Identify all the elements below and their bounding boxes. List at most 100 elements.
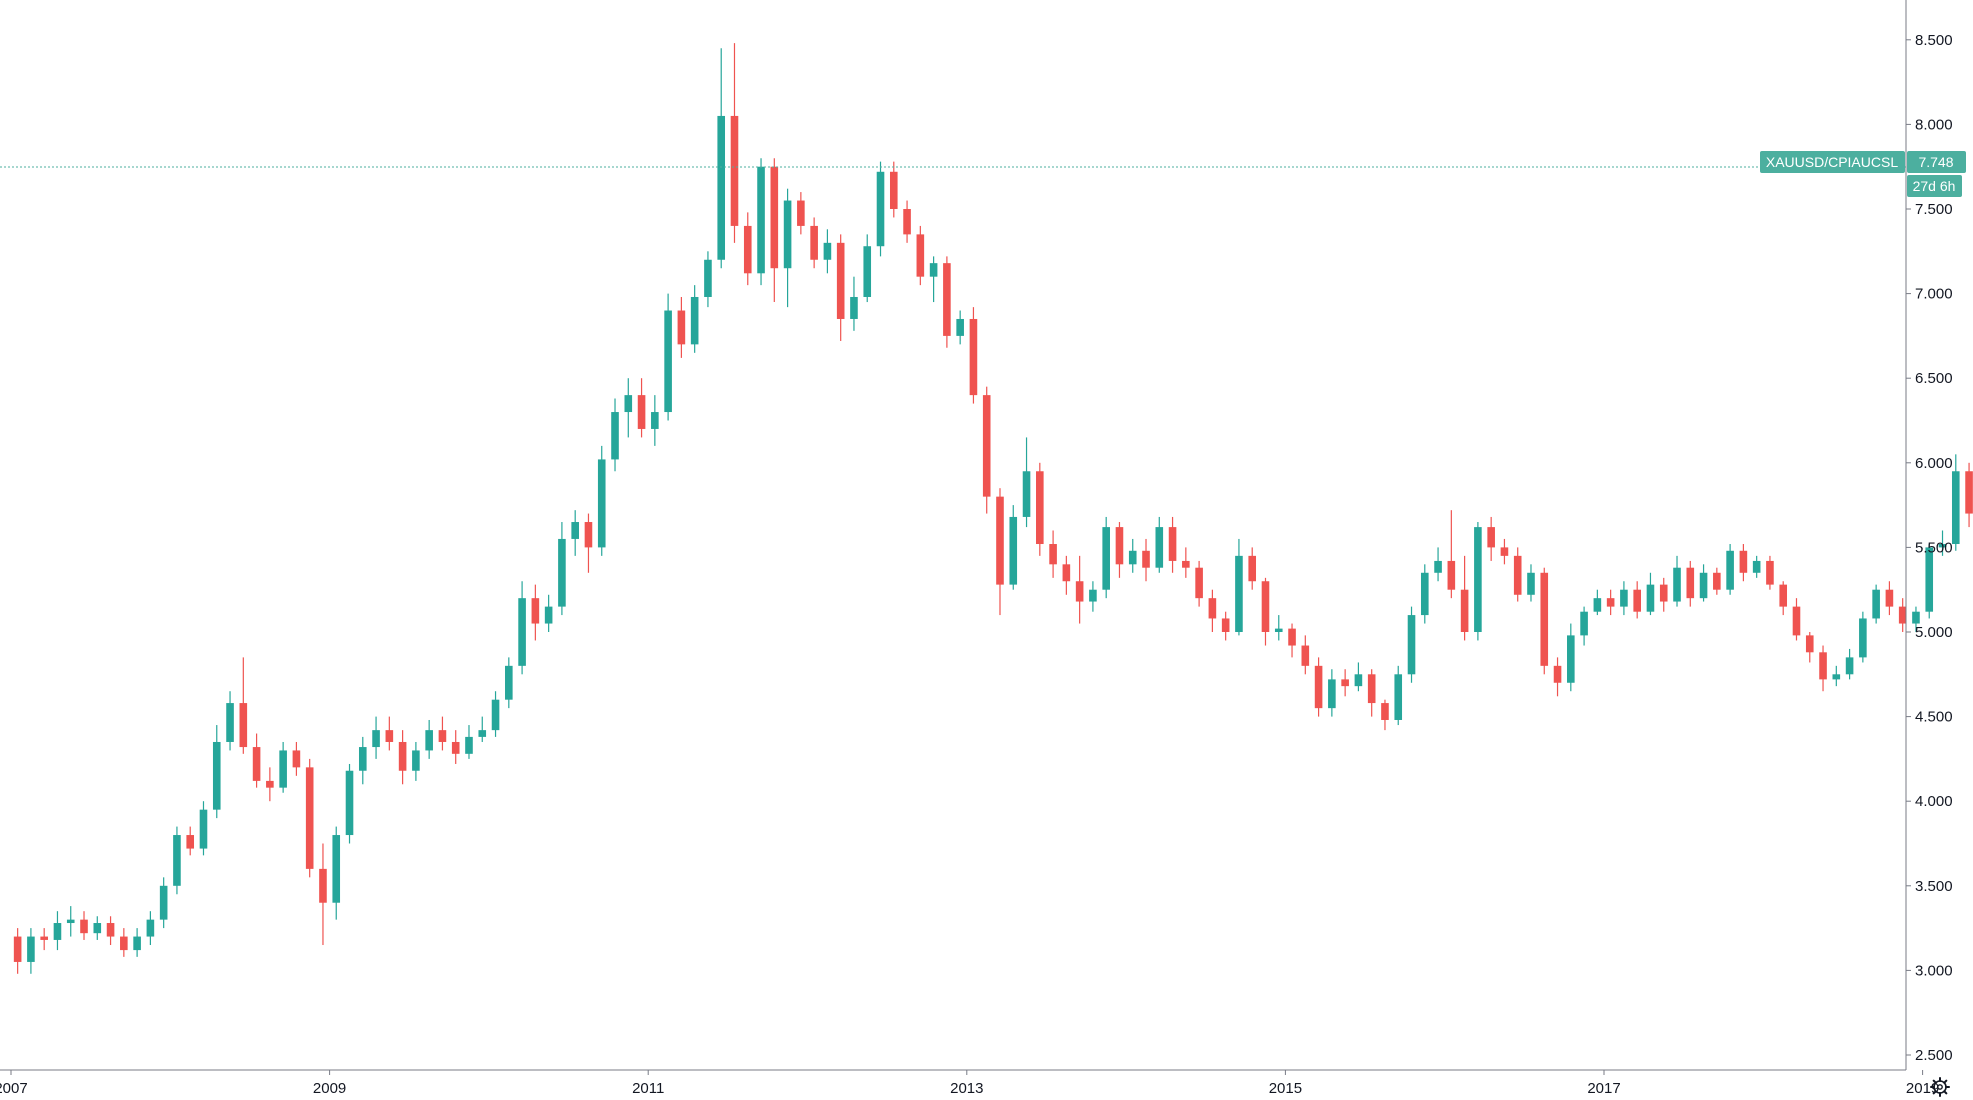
- candle[interactable]: [1832, 665, 1841, 687]
- candle[interactable]: [1845, 648, 1854, 680]
- candle[interactable]: [1288, 623, 1296, 658]
- candle[interactable]: [1540, 567, 1549, 675]
- candle[interactable]: [465, 725, 473, 759]
- candle[interactable]: [1859, 611, 1867, 663]
- candle[interactable]: [305, 758, 314, 878]
- candle[interactable]: [1049, 530, 1057, 578]
- candle[interactable]: [1726, 544, 1734, 595]
- candle[interactable]: [80, 911, 88, 940]
- candle[interactable]: [1699, 564, 1708, 602]
- candle[interactable]: [730, 43, 739, 243]
- candle[interactable]: [916, 225, 925, 286]
- price-axis[interactable]: 2.500 3.000 3.500 4.000 4.500 5.000 5.500 6.000…: [1906, 32, 1953, 1064]
- candle[interactable]: [743, 212, 752, 286]
- candle[interactable]: [1872, 584, 1880, 624]
- candle[interactable]: [159, 877, 168, 929]
- candle[interactable]: [717, 48, 726, 269]
- candle[interactable]: [133, 928, 141, 957]
- candle[interactable]: [624, 378, 633, 438]
- candle[interactable]: [1779, 581, 1788, 616]
- candle[interactable]: [651, 395, 659, 446]
- candle[interactable]: [199, 801, 208, 856]
- candle[interactable]: [1128, 538, 1137, 573]
- candle[interactable]: [425, 719, 433, 759]
- candle[interactable]: [1513, 547, 1522, 602]
- candle[interactable]: [1553, 657, 1562, 697]
- candle[interactable]: [252, 733, 261, 788]
- candle[interactable]: [982, 386, 991, 514]
- candle[interactable]: [1341, 669, 1349, 697]
- candle[interactable]: [558, 522, 566, 616]
- candle[interactable]: [584, 513, 593, 573]
- candle[interactable]: [1593, 589, 1602, 616]
- candle[interactable]: [611, 398, 619, 472]
- candle[interactable]: [1235, 538, 1243, 636]
- candle[interactable]: [571, 510, 579, 556]
- candle[interactable]: [969, 307, 978, 404]
- candle[interactable]: [1195, 560, 1203, 607]
- candle[interactable]: [770, 158, 779, 303]
- candle[interactable]: [40, 928, 48, 951]
- candle[interactable]: [1434, 547, 1442, 582]
- candle[interactable]: [531, 584, 540, 641]
- candle[interactable]: [1075, 555, 1084, 624]
- candle[interactable]: [1089, 581, 1097, 612]
- candle[interactable]: [863, 234, 872, 303]
- candle[interactable]: [1805, 632, 1814, 663]
- candle[interactable]: [1766, 555, 1774, 590]
- candle[interactable]: [1115, 522, 1124, 578]
- candle[interactable]: [1367, 669, 1376, 717]
- candle[interactable]: [757, 158, 765, 286]
- candle[interactable]: [836, 234, 845, 341]
- candle[interactable]: [1606, 589, 1615, 616]
- candle[interactable]: [704, 251, 712, 308]
- candle[interactable]: [1036, 462, 1044, 556]
- candle[interactable]: [345, 763, 354, 844]
- candle[interactable]: [996, 488, 1004, 616]
- candle[interactable]: [239, 657, 248, 754]
- candle[interactable]: [451, 730, 460, 764]
- candle[interactable]: [783, 188, 792, 308]
- candle[interactable]: [66, 906, 75, 937]
- candle[interactable]: [1620, 581, 1628, 616]
- candle[interactable]: [1527, 564, 1535, 602]
- candle[interactable]: [1885, 581, 1894, 616]
- candle[interactable]: [478, 716, 487, 742]
- candle[interactable]: [823, 229, 832, 274]
- candle[interactable]: [850, 276, 858, 331]
- candle[interactable]: [372, 716, 380, 759]
- candle[interactable]: [1938, 530, 1947, 556]
- candle[interactable]: [491, 691, 500, 737]
- candle[interactable]: [1500, 538, 1509, 565]
- candle[interactable]: [358, 736, 367, 785]
- candle[interactable]: [385, 716, 394, 751]
- candle[interactable]: [544, 594, 553, 632]
- candle[interactable]: [1261, 577, 1270, 646]
- candle[interactable]: [1633, 581, 1641, 619]
- candle[interactable]: [1898, 598, 1907, 632]
- candle[interactable]: [677, 296, 686, 358]
- candle[interactable]: [1739, 544, 1748, 582]
- candle[interactable]: [903, 200, 911, 243]
- candle[interactable]: [1009, 505, 1018, 590]
- candle[interactable]: [1474, 522, 1482, 641]
- candle[interactable]: [1221, 611, 1230, 641]
- candle[interactable]: [597, 445, 606, 556]
- candle[interactable]: [1182, 547, 1190, 578]
- candle[interactable]: [279, 741, 287, 793]
- candle[interactable]: [1912, 606, 1920, 632]
- candle[interactable]: [412, 741, 420, 781]
- candle[interactable]: [876, 161, 885, 257]
- candle[interactable]: [438, 716, 447, 751]
- candle[interactable]: [1965, 462, 1973, 528]
- candle[interactable]: [1487, 516, 1495, 561]
- candle[interactable]: [518, 581, 526, 675]
- candle[interactable]: [1646, 572, 1655, 616]
- candle[interactable]: [1022, 437, 1031, 528]
- gear-icon[interactable]: [1930, 1077, 1950, 1097]
- candle[interactable]: [1142, 538, 1150, 582]
- candle[interactable]: [1673, 555, 1681, 607]
- candle[interactable]: [810, 217, 818, 269]
- candle[interactable]: [505, 657, 513, 709]
- candle[interactable]: [332, 826, 341, 920]
